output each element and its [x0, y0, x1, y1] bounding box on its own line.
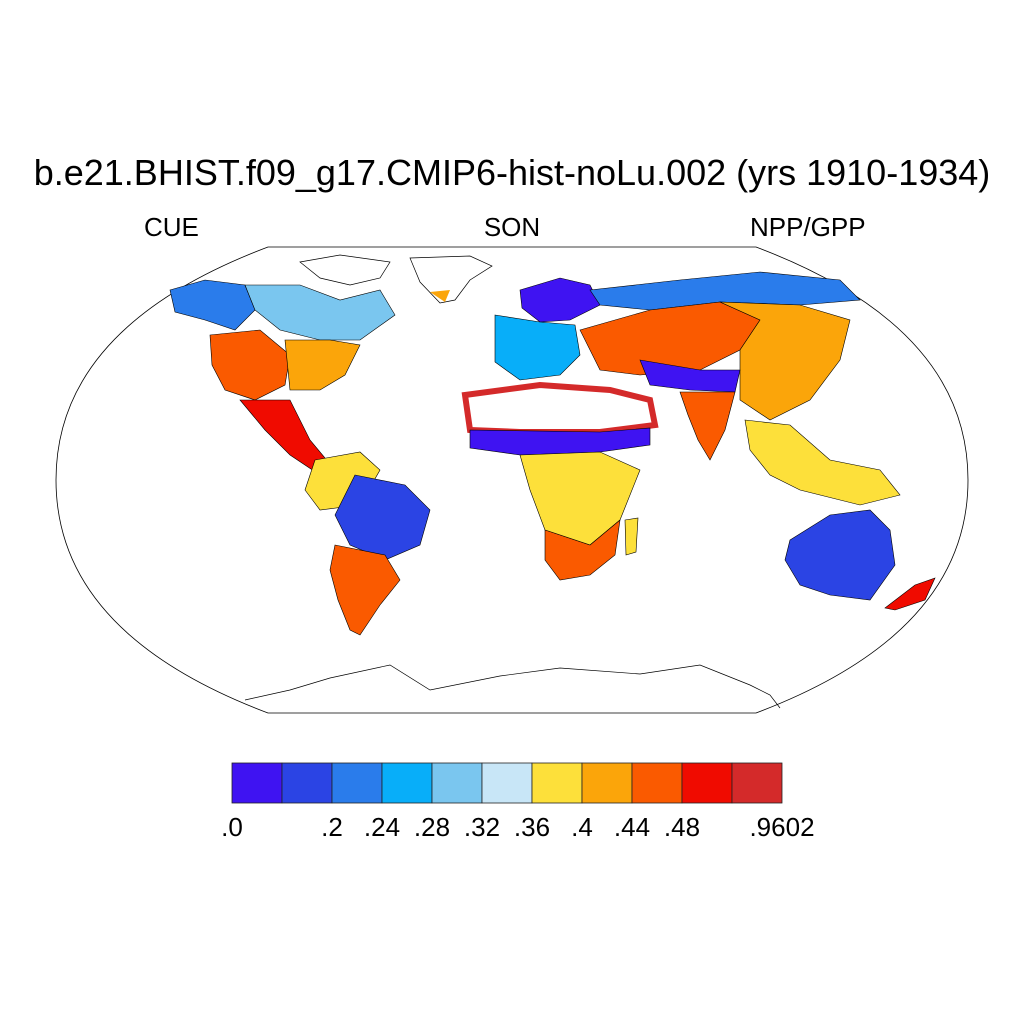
colorbar-swatch [331, 762, 383, 804]
amazon-region [334, 474, 431, 561]
india-region [679, 391, 736, 461]
colorbar-tick-label: .2 [321, 812, 343, 842]
colorbar-tick-label: .28 [413, 812, 451, 842]
units-label: NPP/GPP [750, 212, 866, 242]
canada-region [244, 284, 396, 341]
alaska-region [169, 279, 256, 331]
colorbar-tick-label: .32 [463, 812, 501, 842]
colorbar-tick-label: .24 [363, 812, 401, 842]
southeast-asia-region [744, 419, 901, 506]
southern-south-america-region [329, 544, 401, 636]
colorbar-swatch [581, 762, 633, 804]
eastern-us-region [284, 339, 361, 391]
china-region [719, 301, 851, 421]
colorbar-swatch [281, 762, 333, 804]
new-zealand-region [884, 577, 936, 611]
colorbar-swatch [631, 762, 683, 804]
arctic-islands-outline [299, 254, 391, 286]
sahel-region [469, 427, 651, 456]
colorbar-tick-label: .4 [571, 812, 593, 842]
colorbar-swatch [531, 762, 583, 804]
colorbar-tick-label: .44 [613, 812, 651, 842]
colorbar-tick-label: .48 [663, 812, 701, 842]
season-label: SON [483, 212, 541, 242]
greenland-edge-fill [430, 290, 450, 302]
variable-label: CUE [144, 212, 199, 242]
greenland-outline [409, 255, 493, 304]
colorbar-swatch [481, 762, 533, 804]
australia-region [784, 509, 896, 601]
southern-africa-region [544, 519, 621, 581]
colorbar-swatch [731, 762, 783, 804]
plot-title: b.e21.BHIST.f09_g17.CMIP6-hist-noLu.002 … [33, 152, 991, 193]
colorbar-tick-label: .36 [513, 812, 551, 842]
scandinavia-region [519, 277, 601, 323]
europe-region [494, 314, 581, 381]
western-us-region [209, 329, 291, 401]
madagascar-region [624, 517, 639, 556]
colorbar-swatch [681, 762, 733, 804]
colorbar-swatch [431, 762, 483, 804]
colorbar-swatch [381, 762, 433, 804]
siberia-region [589, 271, 861, 311]
colorbar-tick-label: .0 [221, 812, 243, 842]
antarctica-outline [244, 664, 781, 709]
colorbar-swatch [231, 762, 283, 804]
colorbar-tick-label: .9602 [749, 812, 815, 842]
